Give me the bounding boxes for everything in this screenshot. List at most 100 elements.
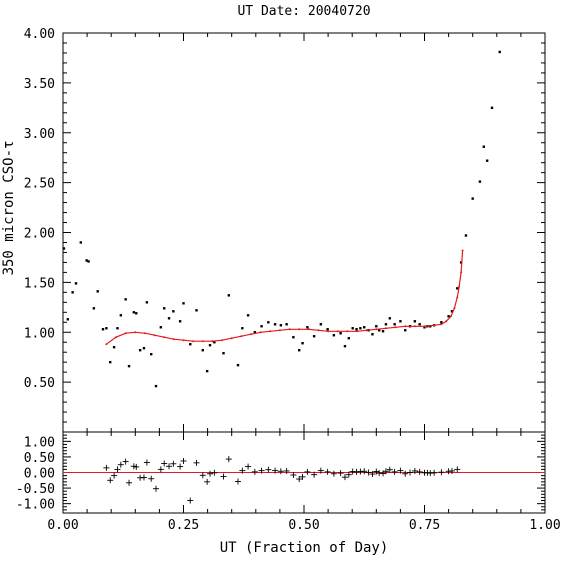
data-point — [222, 351, 225, 355]
fit-point — [288, 328, 291, 331]
data-point — [485, 159, 489, 162]
x-tick-label: 0.00 — [47, 518, 78, 533]
data-point — [150, 352, 153, 356]
data-point — [498, 50, 501, 54]
data-point — [167, 317, 171, 320]
fit-point — [423, 325, 426, 328]
data-point — [145, 301, 149, 304]
residual-point — [103, 464, 110, 471]
y-axis-label: 350 micron CSO-τ — [1, 141, 17, 276]
fit-point — [404, 325, 407, 328]
data-point — [227, 294, 231, 297]
data-point — [301, 342, 304, 345]
data-point — [132, 311, 136, 314]
x-tick-label: 0.50 — [288, 518, 319, 533]
residual-point — [386, 466, 393, 473]
data-point — [178, 320, 182, 323]
data-point — [112, 346, 116, 349]
data-point — [159, 326, 163, 329]
residual-point — [177, 463, 184, 470]
data-point — [246, 314, 250, 317]
data-point — [205, 369, 209, 373]
fit-point — [307, 328, 310, 331]
data-point — [189, 343, 192, 346]
data-point — [339, 332, 342, 335]
residual-point — [140, 474, 147, 481]
data-point — [236, 363, 240, 367]
data-point — [127, 364, 131, 368]
fit-point — [269, 330, 272, 333]
residual-point — [111, 472, 118, 479]
residual-point — [391, 468, 398, 475]
data-point — [109, 360, 112, 364]
residual-point — [454, 466, 461, 473]
fit-point — [115, 336, 118, 339]
residual-point — [122, 458, 129, 465]
residual-point — [117, 461, 124, 468]
data-point — [381, 330, 385, 333]
residual-point — [187, 497, 194, 504]
fit-point — [394, 326, 397, 329]
data-point — [267, 321, 270, 324]
data-point — [440, 321, 443, 324]
x-axis-label: UT (Fraction of Day) — [220, 540, 389, 556]
fit-point — [413, 325, 416, 328]
residual-point — [133, 463, 140, 470]
fit-point — [182, 339, 185, 342]
data-point — [297, 349, 301, 352]
residual-point — [277, 468, 284, 475]
data-point — [285, 323, 288, 326]
residual-point — [369, 471, 376, 478]
residual-point — [161, 460, 168, 467]
residual-point — [143, 459, 150, 466]
y-tick-label: 1.00 — [24, 435, 55, 450]
fit-point — [384, 327, 387, 330]
data-point — [418, 323, 421, 326]
data-point — [208, 344, 212, 347]
y-tick-label: 2.00 — [24, 227, 55, 242]
fit-point — [124, 332, 127, 335]
data-point — [74, 282, 78, 285]
residual-point — [199, 472, 206, 479]
residual-point — [258, 467, 265, 474]
residual-point — [345, 471, 352, 478]
fit-point — [201, 340, 204, 343]
residual-point — [317, 467, 324, 474]
fit-point — [346, 330, 349, 333]
y-tick-label: 0.50 — [24, 376, 55, 391]
data-point — [332, 334, 336, 337]
residual-plot-panel: 0.00 0.25 0.50 0.75 1.00-1.00-0.500.000.501.… — [16, 431, 561, 533]
residual-point — [402, 470, 409, 477]
data-point — [399, 320, 402, 323]
y-tick-label: 0.00 — [24, 467, 55, 482]
data-point — [172, 310, 175, 313]
data-point — [347, 337, 351, 340]
y-tick-label: 1.50 — [24, 276, 55, 291]
data-point — [384, 323, 388, 326]
y-tick-label: 4.00 — [24, 27, 55, 42]
data-point — [471, 197, 474, 200]
fit-point — [456, 296, 459, 299]
data-point — [404, 329, 407, 332]
residual-point — [341, 474, 348, 481]
data-point — [66, 318, 70, 321]
residual-point — [416, 468, 423, 475]
fit-point — [163, 336, 166, 339]
residual-point — [407, 469, 414, 476]
fit-point — [298, 328, 301, 331]
data-point — [377, 329, 381, 332]
fit-point — [365, 329, 368, 332]
fit-point — [192, 340, 195, 343]
residual-point — [311, 471, 318, 478]
data-point — [260, 325, 263, 328]
data-point — [87, 260, 90, 263]
data-point — [351, 327, 354, 330]
fit-point — [240, 335, 243, 338]
data-point — [213, 341, 216, 344]
y-tick-label: 3.00 — [24, 127, 55, 142]
data-point — [482, 145, 485, 148]
data-point — [105, 327, 108, 330]
residual-point — [299, 473, 306, 480]
residual-point — [265, 466, 272, 473]
data-point — [138, 349, 142, 352]
